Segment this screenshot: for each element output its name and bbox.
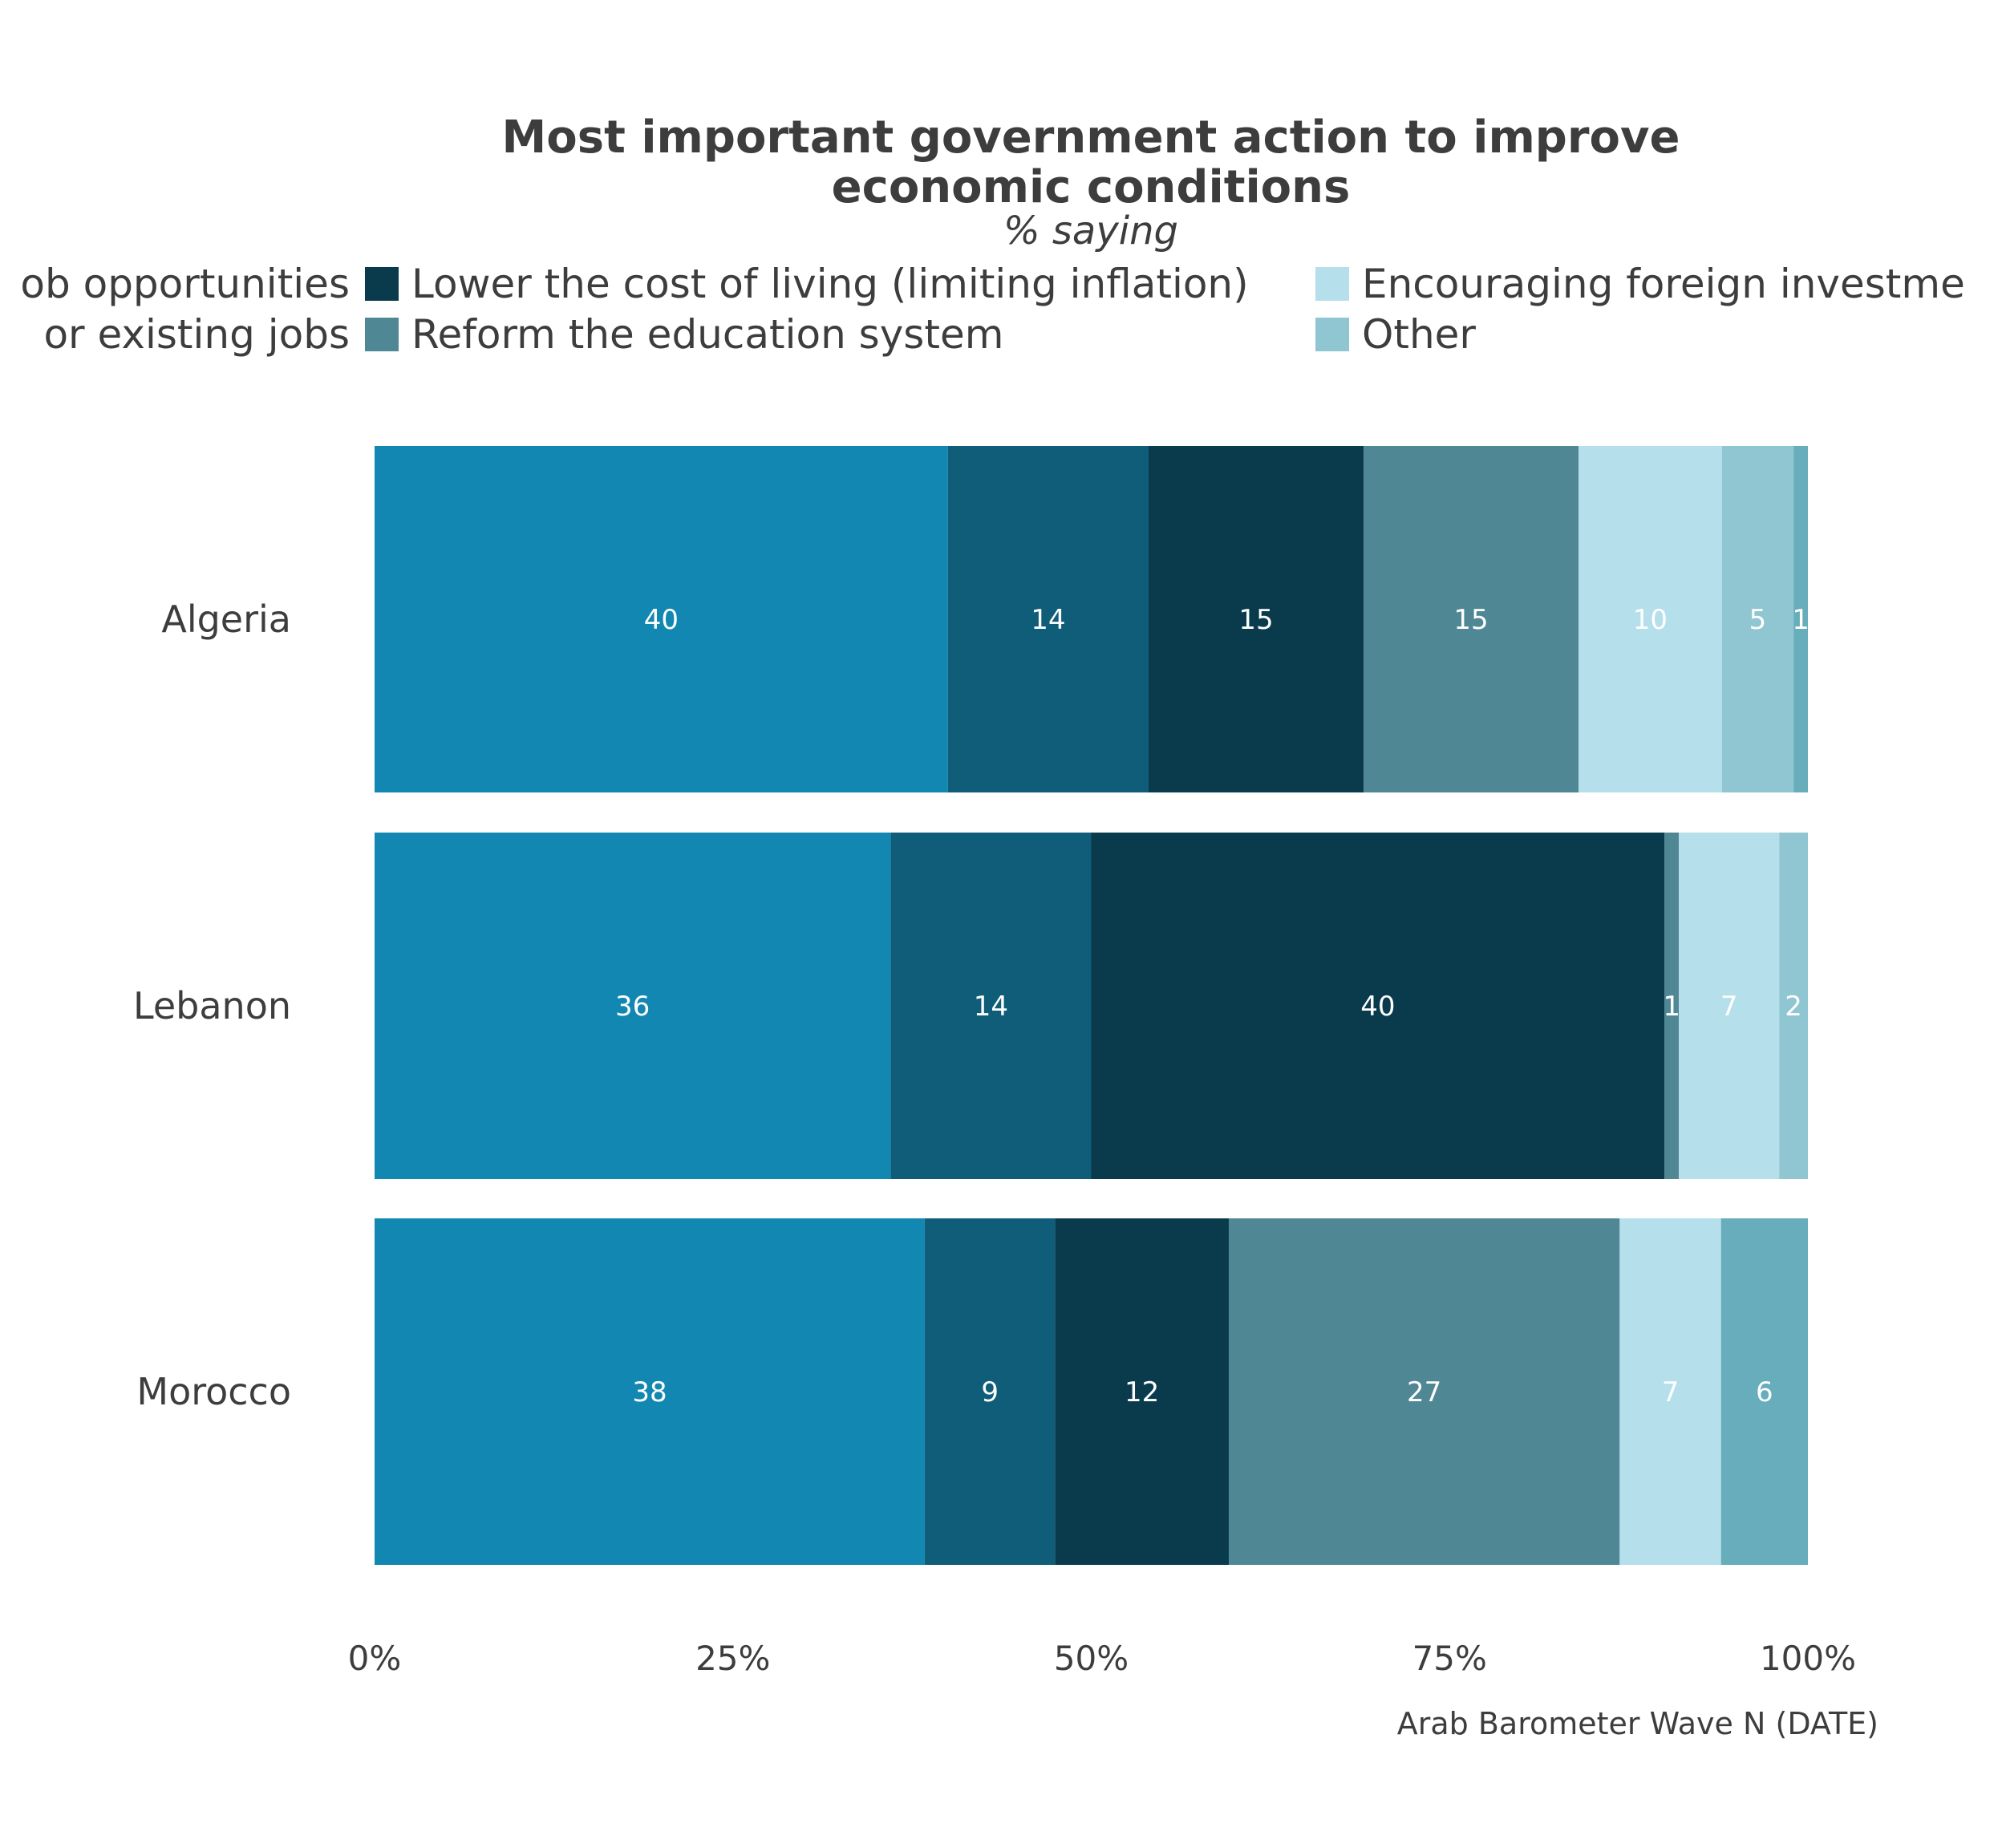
legend-item: Reform the education system: [365, 311, 1003, 358]
data-label: 14: [1031, 604, 1065, 636]
bar-segment: [1664, 833, 1680, 1179]
bar-segment: [1091, 833, 1665, 1179]
bar-segment: [1720, 1218, 1808, 1565]
legend-item: ob opportunities: [20, 261, 350, 307]
legend-item: or existing jobs: [43, 311, 350, 358]
data-label: 15: [1453, 604, 1488, 636]
bar-segment: [1779, 833, 1808, 1179]
data-label: 27: [1407, 1376, 1441, 1408]
category-labels: Algeria Lebanon Morocco: [133, 598, 291, 1413]
data-label: 40: [644, 604, 679, 636]
bar-segment: [1364, 446, 1579, 792]
bar-segment: [1055, 1218, 1229, 1565]
x-tick-label: 100%: [1760, 1639, 1856, 1678]
legend-label: Reform the education system: [411, 311, 1003, 358]
x-tick-label: 0%: [348, 1639, 402, 1678]
bar-segment: [1721, 446, 1794, 792]
bar-segment: [947, 446, 1149, 792]
legend-item: Lower the cost of living (limiting infla…: [365, 261, 1249, 307]
bar-segment: [1793, 446, 1808, 792]
legend-label: or existing jobs: [43, 311, 350, 358]
legend-swatch: [1315, 318, 1349, 351]
bar-segment: [375, 1218, 925, 1565]
bar-segment: [375, 446, 948, 792]
x-axis: 0% 25% 50% 75% 100%: [348, 1639, 1856, 1678]
data-label: 6: [1756, 1376, 1773, 1408]
data-label: 7: [1662, 1376, 1680, 1408]
bar-row-lebanon: 36 14 40 1 7 2: [375, 833, 1808, 1179]
data-label: 5: [1749, 604, 1767, 636]
legend-label: Encouraging foreign investme: [1362, 261, 1965, 307]
category-label: Morocco: [136, 1370, 291, 1413]
bar-row-algeria: 40 14 15 15 10 5 1: [375, 446, 1810, 792]
legend-label: ob opportunities: [20, 261, 350, 307]
data-label: 1: [1663, 991, 1680, 1023]
category-label: Lebanon: [133, 984, 291, 1027]
data-label: 9: [981, 1376, 999, 1408]
legend-swatch: [1315, 267, 1349, 301]
data-label: 40: [1360, 991, 1395, 1023]
data-label: 12: [1125, 1376, 1159, 1408]
data-label: 2: [1785, 991, 1802, 1023]
legend-swatch: [365, 318, 399, 351]
chart-title-line: economic conditions: [832, 161, 1351, 213]
data-label: 38: [632, 1376, 667, 1408]
chart-caption: Arab Barometer Wave N (DATE): [1397, 1706, 1878, 1741]
bar-segment: [1228, 1218, 1620, 1565]
bars: 40 14 15 15 10 5 136 14 40 1 7 238 9 12 27 7 6: [375, 446, 1810, 1565]
bar-segment: [1148, 446, 1364, 792]
legend-swatch: [365, 267, 399, 301]
x-tick-label: 50%: [1054, 1639, 1129, 1678]
data-label: 10: [1633, 604, 1668, 636]
x-tick-label: 75%: [1412, 1639, 1487, 1678]
bar-segment: [890, 833, 1092, 1179]
category-label: Algeria: [161, 598, 291, 641]
bar-segment: [1619, 1218, 1721, 1565]
bar-segment: [375, 833, 891, 1179]
legend-label: Other: [1362, 311, 1476, 358]
chart-title-line: Most important government action to impr…: [502, 111, 1680, 164]
x-tick-label: 25%: [695, 1639, 770, 1678]
data-label: 7: [1720, 991, 1738, 1023]
legend-item: Other: [1315, 311, 1476, 358]
bar-segment: [924, 1218, 1056, 1565]
data-label: 15: [1238, 604, 1273, 636]
bar-segment: [1679, 833, 1780, 1179]
legend-label: Lower the cost of living (limiting infla…: [411, 261, 1249, 307]
chart-subtitle: % saying: [1003, 209, 1178, 253]
bar-row-morocco: 38 9 12 27 7 6: [375, 1218, 1808, 1565]
data-label: 36: [615, 991, 650, 1023]
legend-item: Encouraging foreign investme: [1315, 261, 1965, 307]
data-label: 14: [974, 991, 1008, 1023]
chart-title: Most important government action to impr…: [502, 111, 1680, 213]
data-label: 1: [1792, 604, 1810, 636]
bar-segment: [1578, 446, 1722, 792]
